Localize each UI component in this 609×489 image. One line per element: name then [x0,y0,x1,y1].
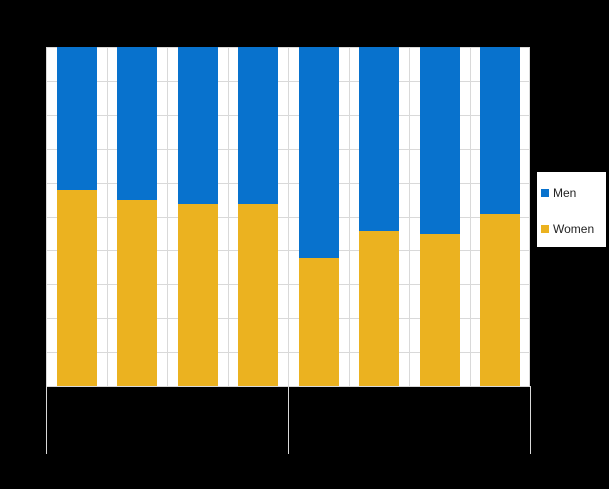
gridline-vertical [349,47,350,386]
legend: Men Women [537,172,606,247]
gridline-vertical [107,47,108,386]
bar-3 [178,47,218,386]
bar-segment-men [117,47,157,200]
legend-label: Men [553,186,577,200]
bar-segment-women [420,234,460,386]
bar-segment-men [359,47,399,232]
bar-segment-women [238,203,278,386]
bar-2 [117,47,157,386]
bar-4 [238,47,278,386]
bar-7 [420,47,460,386]
legend-swatch-men-icon [541,189,549,197]
bar-segment-men [420,47,460,235]
gridline-vertical [288,47,289,386]
bar-segment-women [178,203,218,386]
bar-segment-women [57,190,97,386]
bar-segment-men [178,47,218,204]
gridline-vertical [167,47,168,386]
bar-segment-men [57,47,97,191]
gridline-vertical [409,47,410,386]
bar-segment-men [299,47,339,258]
bar-segment-women [299,257,339,386]
bar-segment-women [359,231,399,386]
legend-item-men: Men [541,186,576,200]
bar-8 [480,47,520,386]
bar-1 [57,47,97,386]
x-axis-group-separator [46,386,47,454]
gridline-vertical [470,47,471,386]
bar-segment-women [480,214,520,386]
plot-area [46,47,530,386]
gridline-vertical [46,47,47,386]
x-axis-group-separator [288,386,289,454]
legend-label: Women [553,222,595,236]
gridline-vertical [529,47,530,386]
x-axis-group-separator [530,386,531,454]
bar-segment-women [117,199,157,386]
gridline-vertical [228,47,229,386]
bar-segment-men [238,47,278,204]
legend-swatch-women-icon [541,225,549,233]
bar-6 [359,47,399,386]
bar-segment-men [480,47,520,215]
legend-item-women: Women [541,222,594,236]
bar-5 [299,47,339,386]
